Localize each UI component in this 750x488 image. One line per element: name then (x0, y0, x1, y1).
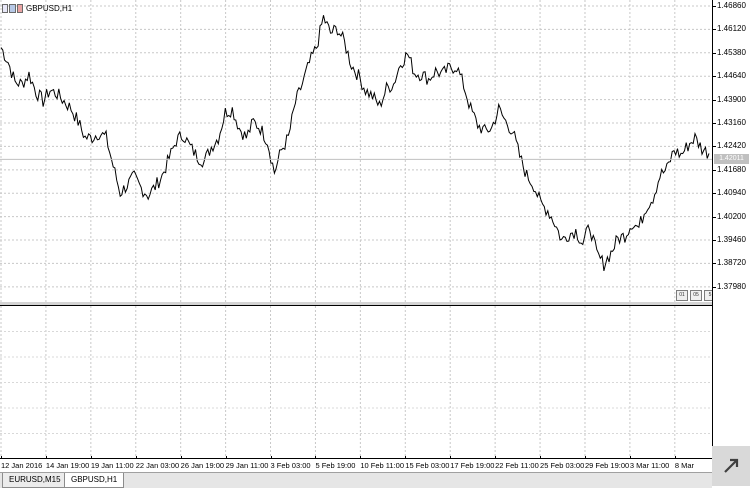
time-tick (225, 456, 227, 459)
price-tick (713, 240, 716, 242)
price-tick-label: 1.43900 (717, 94, 746, 104)
pane-separator[interactable] (0, 302, 712, 305)
time-tick (405, 456, 407, 459)
time-tick (90, 456, 92, 459)
diagonal-arrow-icon (724, 458, 739, 473)
price-tick (713, 169, 716, 171)
indicator-pane[interactable] (0, 305, 712, 459)
time-tick (180, 456, 182, 459)
price-tick-label: 1.46860 (717, 1, 746, 10)
time-tick-label: 17 Feb 19:00 (450, 461, 495, 470)
price-tick (713, 286, 716, 288)
time-tick-label: 15 Feb 03:00 (405, 461, 450, 470)
price-tick-label: 1.38720 (717, 258, 746, 268)
price-tick-label: 1.39460 (717, 235, 746, 245)
time-tick-label: 29 Jan 11:00 (225, 461, 269, 470)
time-tick (135, 456, 137, 459)
price-tick-label: 1.45380 (717, 47, 746, 57)
price-tick-label: 1.41680 (717, 164, 746, 174)
indicator-grid (0, 306, 712, 459)
indicator-buttons: 01 05 5 (676, 290, 716, 301)
indicator-icon-2[interactable]: 05 (690, 290, 702, 301)
price-tick-label: 1.37980 (717, 281, 746, 291)
time-tick (495, 456, 497, 459)
price-tick (713, 29, 716, 31)
chart-symbol-title: GBPUSD,H1 (26, 3, 73, 13)
chart-title: GBPUSD,H1 (2, 2, 72, 14)
chart-shift-button[interactable] (712, 446, 750, 486)
tab-gbpusd-h1[interactable]: GBPUSD,H1 (64, 473, 125, 488)
price-tick (713, 216, 716, 218)
price-tick (713, 123, 716, 124)
indicator-icon-1[interactable]: 01 (676, 290, 688, 301)
chart-window-icon (2, 3, 23, 13)
time-tick-label: 19 Jan 11:00 (90, 461, 134, 470)
price-scale[interactable]: 1.42011 1.46860 1.46120 1.45380 1.44640 1.43… (712, 0, 750, 458)
price-tick-label: 1.46120 (717, 24, 746, 34)
main-chart-pane[interactable]: GBPUSD,H1 01 05 5 (0, 0, 716, 303)
price-tick-label: 1.40200 (717, 211, 746, 221)
time-tick-label: 3 Mar 11:00 (629, 461, 670, 470)
time-tick (360, 456, 362, 459)
time-tick (540, 456, 542, 459)
price-tick-label: 1.44640 (717, 71, 746, 81)
time-tick-label: 25 Feb 03:00 (540, 461, 585, 470)
tab-eurusd-m15[interactable]: EURUSD,M15 (2, 473, 68, 488)
price-tick (713, 76, 716, 78)
time-tick-label: 10 Feb 11:00 (360, 461, 405, 470)
current-price-label: 1.42011 (714, 154, 749, 165)
price-chart (0, 0, 712, 302)
time-tick-label: 29 Feb 19:00 (584, 461, 630, 470)
time-tick-label: 5 Feb 19:00 (315, 461, 356, 470)
price-tick (713, 146, 716, 148)
time-tick (315, 456, 317, 459)
time-tick-label: 22 Jan 03:00 (135, 461, 180, 470)
time-tick-label: 26 Jan 19:00 (180, 461, 225, 470)
price-tick (713, 6, 716, 7)
time-tick-label: 3 Feb 03:00 (270, 461, 311, 470)
price-tick-label: 1.43160 (717, 118, 746, 127)
time-tick (584, 456, 586, 459)
price-tick-label: 1.42420 (717, 141, 746, 151)
time-tick (45, 456, 47, 459)
time-tick-label: 8 Mar (674, 461, 694, 470)
price-tick (713, 263, 716, 265)
price-tick-label: 1.40940 (717, 188, 746, 198)
price-tick (713, 193, 716, 195)
time-tick (270, 456, 272, 459)
time-tick (629, 456, 631, 459)
price-tick (713, 99, 716, 101)
chart-tabs: EURUSD,M15 GBPUSD,H1 (0, 472, 712, 488)
time-tick (674, 456, 676, 459)
time-tick-label: 12 Jan 2016 (1, 461, 43, 470)
time-tick-label: 22 Feb 11:00 (495, 461, 539, 470)
time-tick (1, 456, 2, 459)
price-series-line (0, 15, 710, 272)
price-tick (713, 52, 716, 54)
time-tick-label: 14 Jan 19:00 (45, 461, 90, 470)
time-scale[interactable]: 12 Jan 2016 14 Jan 19:00 19 Jan 11:00 22 Ja… (0, 456, 712, 473)
time-tick (450, 456, 452, 459)
